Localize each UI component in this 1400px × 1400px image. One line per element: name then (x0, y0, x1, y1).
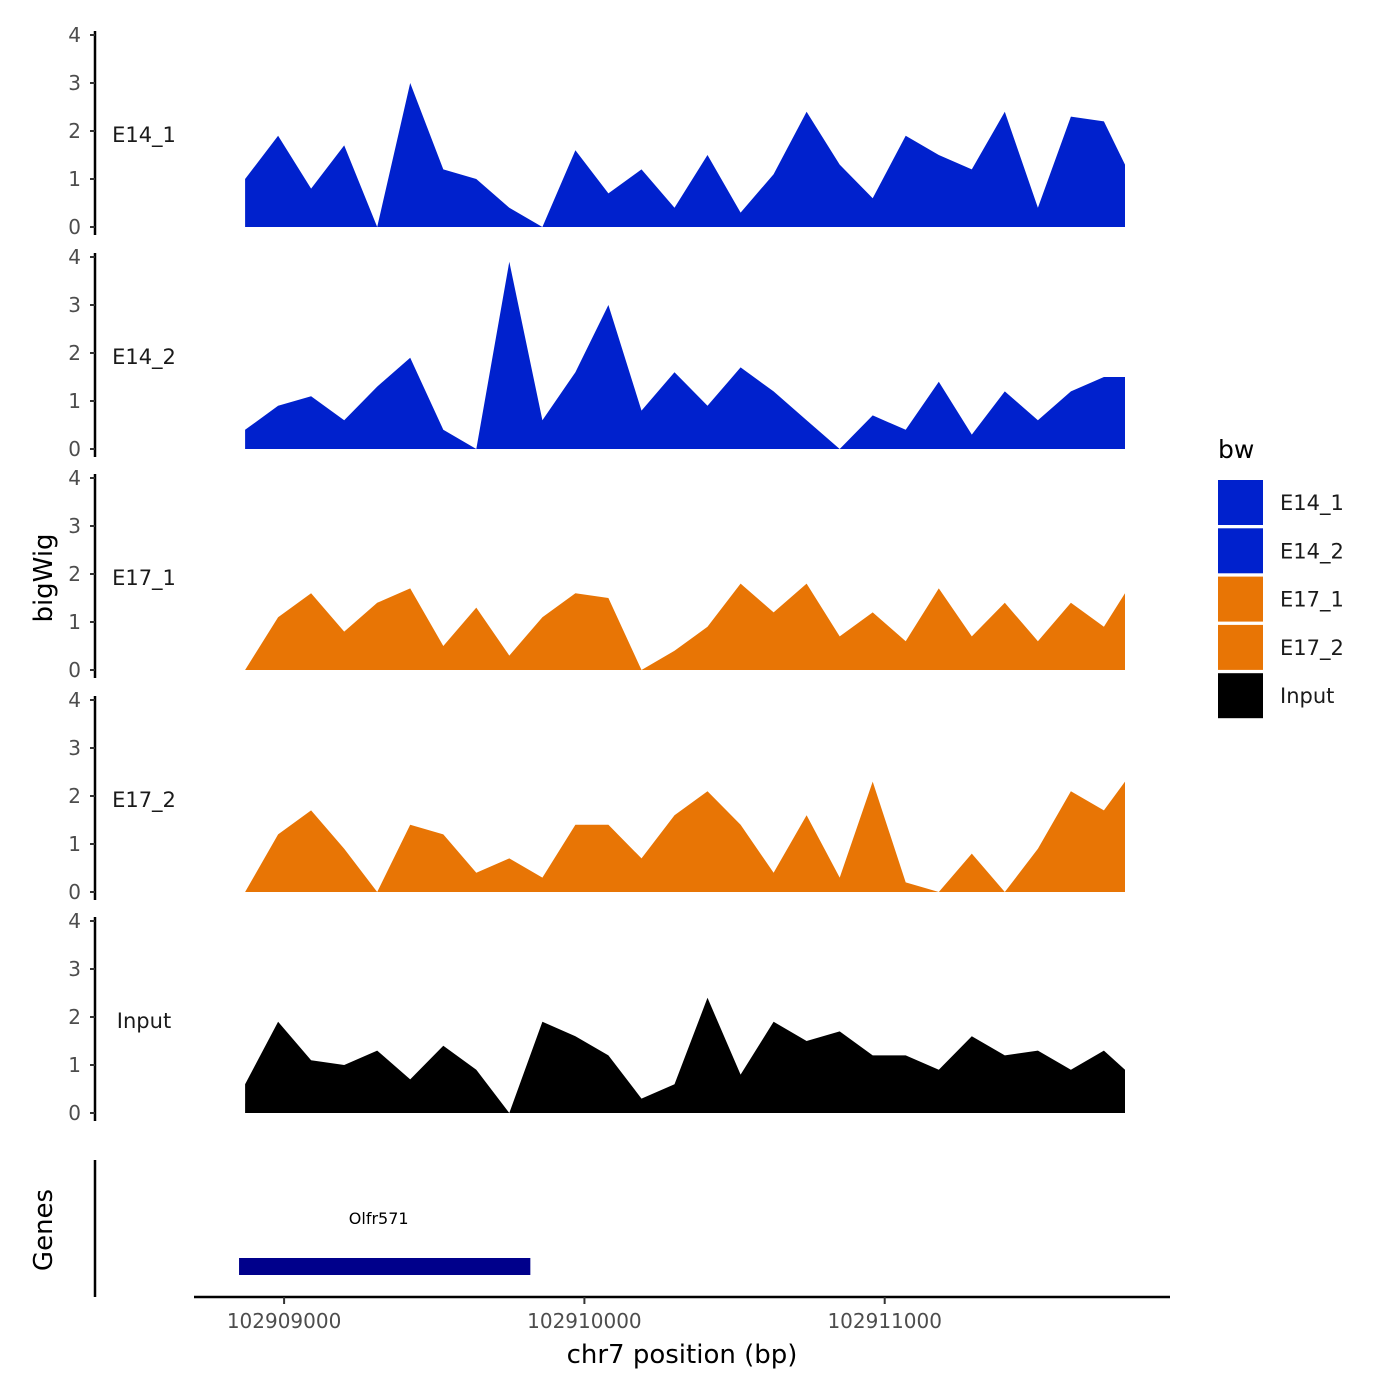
legend-swatch-E17_1 (1218, 576, 1263, 622)
coverage-area-E17_2 (245, 781, 1126, 892)
y-tick-label: 3 (68, 514, 81, 538)
x-axis: 102909000 102910000 102911000 chr7 positio… (194, 1295, 1170, 1370)
track-label: E17_1 (112, 566, 176, 591)
x-axis-ticks: 102909000 102910000 102911000 (227, 1297, 942, 1333)
track-label: E14_1 (112, 123, 176, 148)
legend-swatch-E17_2 (1218, 624, 1263, 670)
y-tick-label: 3 (68, 736, 81, 760)
track-E14_1: 0 1 2 3 4 E14_1 (68, 23, 1126, 239)
y-tick-label: 3 (68, 71, 81, 95)
y-tick-label: 0 (68, 1101, 81, 1125)
track-E17_1: 0 1 2 3 4 E17_1 (68, 466, 1126, 682)
legend-label: E17_2 (1280, 636, 1344, 661)
legend-title: bw (1218, 435, 1254, 464)
y-tick-label: 2 (68, 119, 81, 143)
x-tick-label: 102910000 (527, 1309, 642, 1333)
track-E14_2: 0 1 2 3 4 E14_2 (68, 245, 1126, 461)
y-tick-label: 2 (68, 562, 81, 586)
y-tick-label: 1 (68, 167, 81, 191)
gene-features: Olfr571 (239, 1209, 531, 1275)
y-tick-label: 1 (68, 1053, 81, 1077)
coverage-area-E14_2 (245, 261, 1126, 449)
legend-label: E14_2 (1280, 539, 1344, 564)
track-label: E17_2 (112, 788, 176, 813)
coverage-area-Input (245, 997, 1126, 1113)
y-tick-label: 0 (68, 215, 81, 239)
legend-label: E17_1 (1280, 588, 1344, 613)
coverage-area-E14_1 (245, 83, 1126, 227)
legend-entries: E14_1 E14_2 E17_1 E17_2 Input (1218, 480, 1344, 719)
genes-track-title: Genes (29, 1189, 59, 1271)
legend-swatch-E14_2 (1218, 528, 1263, 574)
y-tick-label: 4 (68, 23, 81, 47)
y-tick-label: 2 (68, 341, 81, 365)
y-tick-label: 1 (68, 832, 81, 856)
y-axis-title: bigWig (29, 533, 59, 622)
x-tick-label: 102911000 (827, 1309, 942, 1333)
track-E17_2: 0 1 2 3 4 E17_2 (68, 688, 1126, 904)
gene-label: Olfr571 (349, 1209, 409, 1228)
legend-label: Input (1280, 684, 1334, 708)
legend: bw E14_1 E14_2 E17_1 E17_2 Input (1218, 435, 1344, 719)
y-tick-label: 0 (68, 880, 81, 904)
y-tick-label: 3 (68, 957, 81, 981)
x-axis-title: chr7 position (bp) (567, 1340, 798, 1370)
coverage-area-E17_1 (245, 583, 1126, 670)
y-tick-label: 2 (68, 1005, 81, 1029)
y-tick-label: 4 (68, 688, 81, 712)
track-label: Input (117, 1009, 171, 1033)
coverage-tracks: 0 1 2 3 4 E14_1 0 1 2 3 4 E14_2 0 1 2 3 4 E17_1 0 1 2 3 4 E17_2… (68, 23, 1126, 1125)
y-tick-label: 3 (68, 293, 81, 317)
legend-swatch-E14_1 (1218, 480, 1263, 525)
y-tick-label: 0 (68, 437, 81, 461)
track-label: E14_2 (112, 345, 176, 370)
y-tick-label: 4 (68, 466, 81, 490)
y-tick-label: 1 (68, 610, 81, 634)
gene-body (239, 1258, 531, 1275)
y-tick-label: 0 (68, 658, 81, 682)
y-tick-label: 4 (68, 245, 81, 269)
legend-swatch-Input (1218, 673, 1263, 719)
track-Input: 0 1 2 3 4 Input (68, 909, 1126, 1125)
x-tick-label: 102909000 (227, 1309, 342, 1333)
y-tick-label: 4 (68, 909, 81, 933)
y-tick-label: 2 (68, 784, 81, 808)
genes-track: Genes Olfr571 (29, 1160, 531, 1297)
y-tick-label: 1 (68, 389, 81, 413)
legend-label: E14_1 (1280, 491, 1344, 516)
